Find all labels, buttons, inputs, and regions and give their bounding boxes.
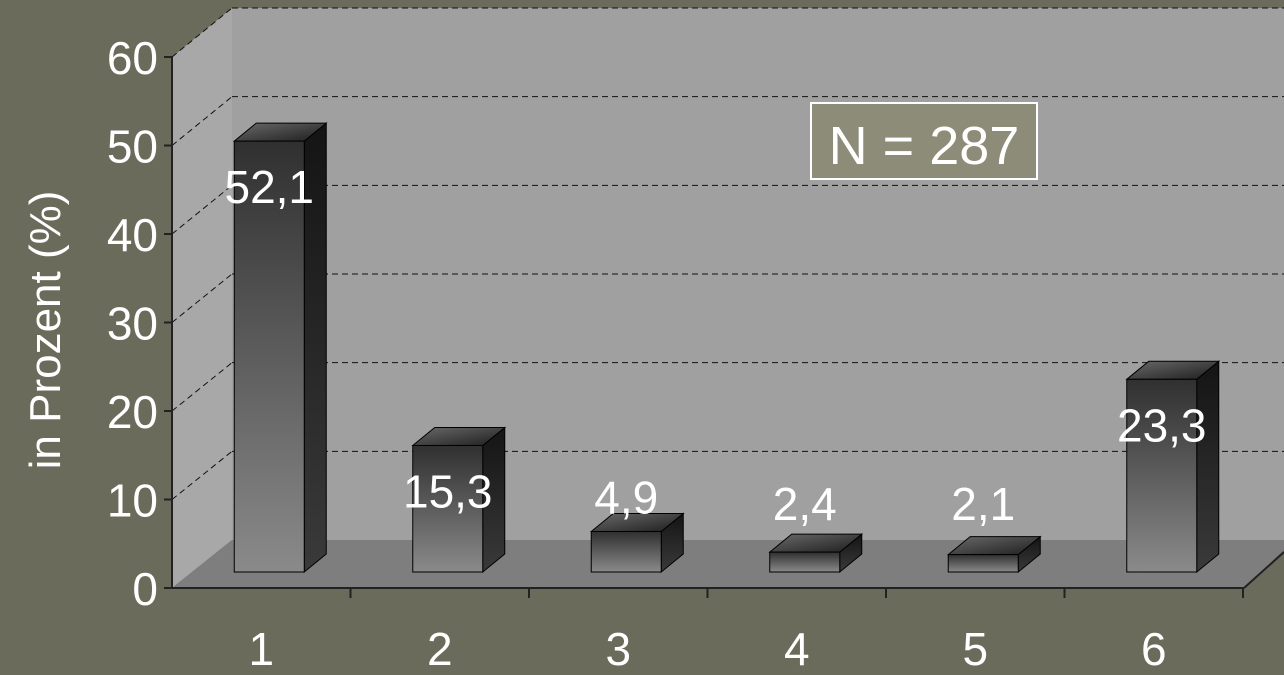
bar-front-face [947,554,1019,573]
data-label: 2,4 [773,478,837,530]
bar-front-face [1126,378,1198,573]
gridlines [171,7,1284,500]
bar-3 [589,512,685,574]
bar-front-face [233,140,305,573]
axes: 0 10 20 30 40 50 60 1 2 3 4 5 6 [107,32,1284,675]
gridline-side [171,184,233,235]
gridline-side [171,273,233,323]
y-tick-label: 0 [132,563,158,615]
x-tick-label: 6 [1141,623,1167,670]
y-tick-label: 20 [107,386,158,438]
x-tick-label: 3 [605,623,631,670]
y-tick-label: 30 [107,298,158,350]
data-label: 4,9 [594,471,658,523]
x-tick-label: 2 [427,623,453,670]
data-label: 15,3 [403,465,493,517]
gridline-side [171,450,233,500]
annotation-text: N = 287 [829,116,1020,176]
bar-2 [411,426,507,574]
y-tick-label: 40 [107,209,158,261]
data-label: 23,3 [1117,399,1207,451]
y-axis-title: in Prozent (%) [21,191,70,470]
bar-front-face [412,444,484,573]
data-label: 2,1 [951,478,1015,530]
floor-edge [1243,551,1284,589]
y-tick-label: 60 [107,32,158,84]
bar-side-face [1196,360,1220,574]
gridline-side [171,7,233,58]
data-labels: 52,1 15,3 4,9 2,4 2,1 23,3 [224,161,1206,530]
bars [232,122,1221,574]
y-tick-label: 10 [107,475,158,527]
x-tick-label: 1 [248,623,274,670]
annotation-box [810,102,1038,180]
x-tick-label: 5 [962,623,988,670]
sample-size-annotation: N = 287 [810,102,1038,180]
bar-1 [232,122,328,574]
bar-4 [768,533,864,574]
gridline-side [171,96,233,146]
y-tick-label: 50 [107,121,158,173]
data-label: 52,1 [224,161,314,213]
bar-front-face [769,551,841,573]
gridline-side [171,362,233,412]
bar-front-face [590,530,662,573]
bar-6 [1125,360,1221,574]
chart-floor [172,540,1284,588]
chart-side-wall [172,8,232,588]
bar-5 [946,535,1042,574]
x-tick-label: 4 [784,623,810,670]
